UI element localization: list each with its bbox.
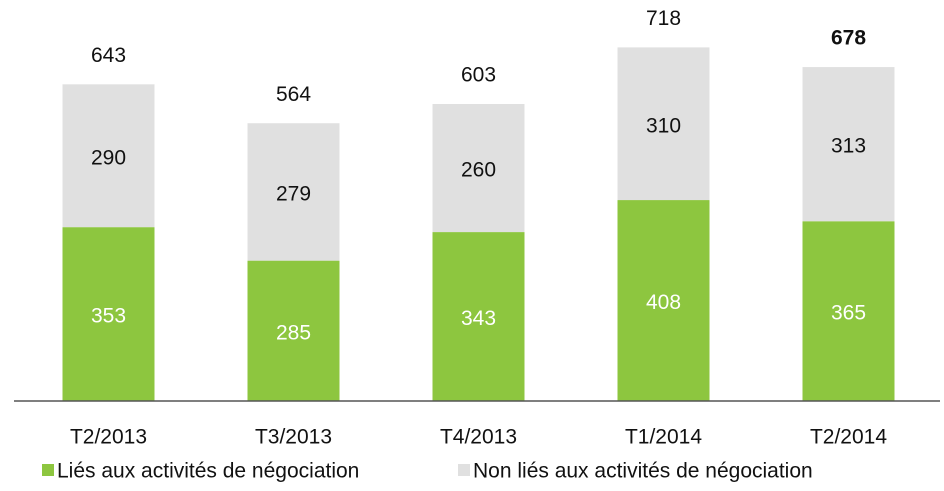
data-label: 353	[91, 305, 126, 328]
data-label: 365	[831, 302, 866, 325]
bar-segment	[432, 104, 525, 233]
bar-segment	[617, 200, 710, 401]
data-label: 290	[91, 146, 126, 169]
x-tick-label: T1/2014	[625, 426, 702, 449]
data-label: 408	[646, 291, 681, 314]
data-label: 310	[646, 114, 681, 137]
bar-segment	[617, 47, 710, 201]
x-tick-label: T2/2013	[70, 426, 147, 449]
total-label: 564	[276, 83, 311, 106]
bar-segment	[802, 67, 895, 222]
total-label: 603	[461, 64, 496, 87]
bar-segment	[432, 232, 525, 401]
bar-segment	[62, 84, 155, 228]
bar-segment	[247, 260, 340, 401]
legend-label: Liés aux activités de négociation	[57, 460, 359, 483]
x-tick-label: T3/2013	[255, 426, 332, 449]
x-tick-label: T2/2014	[810, 426, 887, 449]
x-tick-label: T4/2013	[440, 426, 517, 449]
bar-segment	[802, 221, 895, 401]
legend-label: Non liés aux activités de négociation	[473, 460, 813, 483]
total-label: 678	[831, 27, 866, 50]
legend-swatch	[458, 464, 470, 476]
data-label: 285	[276, 321, 311, 344]
legend-swatch	[42, 464, 54, 476]
total-label: 643	[91, 44, 126, 67]
data-label: 343	[461, 307, 496, 330]
bar-segment	[247, 123, 340, 261]
data-label: 260	[461, 159, 496, 182]
data-label: 313	[831, 135, 866, 158]
bar-segment	[62, 227, 155, 401]
total-label: 718	[646, 7, 681, 30]
data-label: 279	[276, 182, 311, 205]
